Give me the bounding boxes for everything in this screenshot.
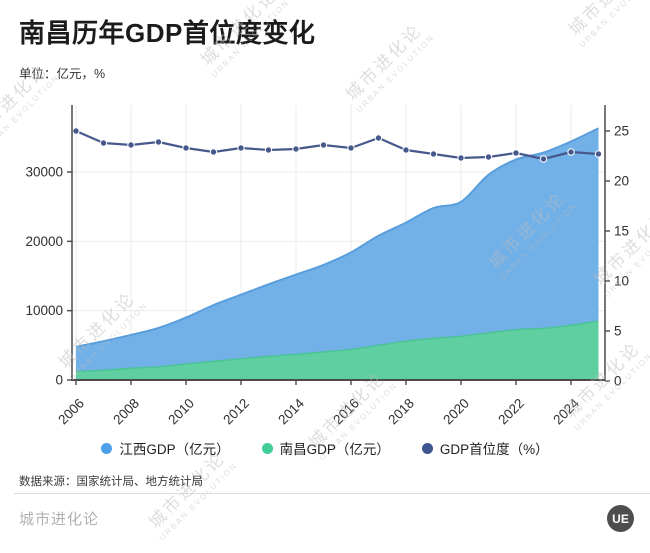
left-axis-tick-label: 30000 [25, 165, 63, 180]
x-axis-tick-label: 2006 [55, 396, 87, 428]
jiangxi-gdp-area [76, 128, 599, 380]
right-axis-tick-label: 10 [614, 274, 629, 289]
primacy-dot [72, 127, 80, 135]
x-axis-tick-label-group: 2018 [385, 396, 417, 428]
x-axis-tick-label-group: 2012 [220, 396, 252, 428]
x-axis-tick-label: 2016 [330, 396, 362, 428]
primacy-dot [512, 149, 520, 157]
chart-legend: 江西GDP（亿元） 南昌GDP（亿元） GDP首位度（%） [0, 438, 650, 458]
page-title: 南昌历年GDP首位度变化 [19, 18, 316, 48]
primacy-dot [237, 144, 245, 152]
primacy-dot [567, 148, 575, 156]
primacy-dot [347, 144, 355, 152]
x-axis-tick-label-group: 2022 [495, 396, 527, 428]
data-source-note: 数据来源：国家统计局、地方统计局 [19, 476, 203, 488]
primacy-dot [154, 138, 163, 146]
x-axis-tick-label: 2020 [440, 396, 472, 428]
legend-label: GDP首位度（%） [439, 442, 549, 457]
left-axis-tick-label: 20000 [25, 234, 63, 249]
legend-item-gdp-primacy: GDP首位度（%） [421, 438, 549, 458]
jiangxi-gdp-edge [75, 127, 599, 348]
x-axis-tick-label-group: 2024 [550, 395, 582, 427]
x-axis-tick-label: 2010 [165, 396, 197, 428]
jiangxi-legend-dot-icon [101, 442, 113, 454]
x-axis-tick-label-group: 2006 [55, 396, 87, 428]
primacy-line [75, 129, 599, 161]
left-axis-tick-label: 10000 [25, 303, 63, 318]
legend-item-jiangxi-gdp: 江西GDP（亿元） [101, 438, 230, 458]
primacy-dot [182, 144, 190, 152]
x-axis-tick-label: 2018 [385, 396, 417, 428]
ue-logo: UE [607, 505, 634, 532]
primacy-dot [539, 155, 548, 163]
right-axis-tick-label: 15 [614, 224, 629, 239]
right-axis-tick-label: 0 [614, 374, 622, 389]
legend-item-nanchang-gdp: 南昌GDP（亿元） [261, 438, 390, 458]
gdp-primacy-chart: 0 10000 20000 30000 0 5 10 15 20 25 2006 2008 2010 20… [25, 105, 629, 428]
primacy-dot [209, 148, 218, 156]
x-axis-tick-label-group: 2020 [440, 396, 472, 428]
legend-label: 南昌GDP（亿元） [279, 442, 390, 457]
primacy-dot [319, 141, 328, 149]
primacy-dot [484, 153, 493, 161]
legend-label: 江西GDP（亿元） [119, 442, 230, 457]
primacy-dot [594, 150, 603, 158]
primacy-dot [402, 146, 410, 154]
left-axis-tick-label: 0 [55, 373, 63, 388]
unit-label: 单位：亿元，% [19, 67, 106, 81]
nanchang-gdp-edge [75, 320, 599, 373]
footer-divider [14, 493, 650, 494]
x-axis-tick-label: 2024 [550, 395, 582, 427]
x-axis-tick-label-group: 2008 [110, 396, 142, 428]
primacy-dot [127, 141, 135, 149]
right-axis-tick-label: 25 [614, 124, 629, 139]
x-axis-tick-label-group: 2014 [275, 395, 307, 427]
x-axis-tick-label: 2014 [275, 395, 307, 427]
x-axis-tick-label: 2008 [110, 396, 142, 428]
watermark-line1: 城市进化论 [145, 448, 230, 533]
right-axis-tick-label: 5 [614, 324, 622, 339]
nanchang-legend-dot-icon [261, 442, 273, 454]
primacy-dot [457, 154, 465, 162]
primacy-dot [264, 146, 273, 154]
x-axis-tick-label-group: 2016 [330, 396, 362, 428]
brand-name: 城市进化论 [19, 511, 100, 528]
x-axis-tick-label: 2022 [495, 396, 527, 428]
primacy-dot [429, 150, 438, 158]
primacy-dot [292, 145, 300, 153]
x-axis-tick-label-group: 2010 [165, 396, 197, 428]
right-axis-tick-label: 20 [614, 174, 629, 189]
primacy-dot [374, 134, 383, 142]
x-axis-tick-label: 2012 [220, 396, 252, 428]
primacy-dot [99, 139, 108, 147]
primacy-legend-dot-icon [421, 442, 433, 454]
